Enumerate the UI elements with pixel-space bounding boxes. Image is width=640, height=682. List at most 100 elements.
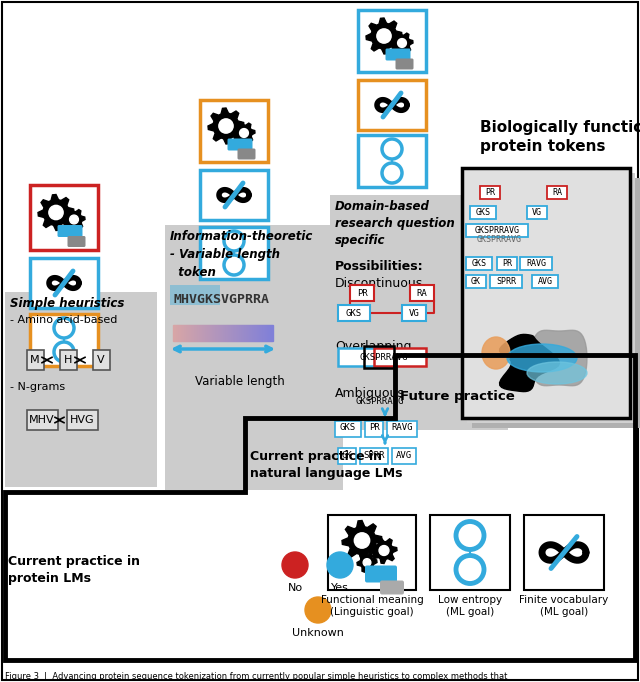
Bar <box>260 325 261 341</box>
Bar <box>254 325 255 341</box>
FancyBboxPatch shape <box>67 236 86 247</box>
Bar <box>199 325 200 341</box>
Text: Yes: Yes <box>331 583 349 593</box>
FancyBboxPatch shape <box>365 421 383 437</box>
Bar <box>194 325 195 341</box>
Bar <box>214 325 215 341</box>
Bar <box>267 325 268 341</box>
Bar <box>180 325 181 341</box>
FancyBboxPatch shape <box>467 173 635 423</box>
Circle shape <box>355 533 370 548</box>
Bar <box>195 325 196 341</box>
FancyBboxPatch shape <box>26 410 58 430</box>
FancyBboxPatch shape <box>385 48 410 61</box>
Text: HVG: HVG <box>70 415 94 425</box>
Text: GKS: GKS <box>476 208 490 217</box>
FancyBboxPatch shape <box>360 448 388 464</box>
FancyBboxPatch shape <box>338 448 356 464</box>
FancyBboxPatch shape <box>466 275 486 288</box>
Text: AVG: AVG <box>538 277 552 286</box>
FancyBboxPatch shape <box>472 178 640 428</box>
Bar <box>239 325 240 341</box>
FancyBboxPatch shape <box>480 186 500 199</box>
Bar <box>183 325 184 341</box>
Bar <box>251 325 252 341</box>
Text: PR: PR <box>485 188 495 197</box>
Bar <box>265 325 266 341</box>
Bar <box>229 325 230 341</box>
FancyBboxPatch shape <box>358 135 426 187</box>
Text: - Amino acid-based: - Amino acid-based <box>10 315 117 325</box>
FancyBboxPatch shape <box>466 257 492 270</box>
Bar <box>243 325 244 341</box>
Circle shape <box>377 29 391 43</box>
Polygon shape <box>342 520 382 561</box>
Text: GKSPRRAVG: GKSPRRAVG <box>360 353 408 361</box>
Bar <box>201 325 202 341</box>
Bar <box>237 325 238 341</box>
Bar <box>242 325 243 341</box>
Bar <box>255 325 256 341</box>
FancyBboxPatch shape <box>5 292 157 487</box>
Text: GK: GK <box>342 451 353 460</box>
Polygon shape <box>531 330 587 386</box>
FancyBboxPatch shape <box>237 149 255 160</box>
Bar <box>232 325 233 341</box>
Bar <box>213 325 214 341</box>
Bar <box>264 325 265 341</box>
FancyBboxPatch shape <box>358 10 426 72</box>
Bar <box>208 325 209 341</box>
FancyBboxPatch shape <box>402 305 426 321</box>
FancyBboxPatch shape <box>30 314 98 366</box>
Text: GKSPRRAVG: GKSPRRAVG <box>474 226 520 235</box>
FancyBboxPatch shape <box>387 421 417 437</box>
FancyBboxPatch shape <box>200 227 268 279</box>
Text: Future practice: Future practice <box>400 390 515 403</box>
Bar <box>190 325 191 341</box>
FancyBboxPatch shape <box>338 305 370 321</box>
Bar <box>185 325 186 341</box>
Ellipse shape <box>527 362 587 384</box>
Bar <box>258 325 259 341</box>
Text: Low entropy
(ML goal): Low entropy (ML goal) <box>438 595 502 617</box>
Text: GKS: GKS <box>346 308 362 318</box>
Bar <box>187 325 188 341</box>
Text: No: No <box>287 583 303 593</box>
Bar <box>215 325 216 341</box>
Polygon shape <box>366 18 402 54</box>
Bar <box>204 325 205 341</box>
Bar <box>186 325 187 341</box>
Text: GKSPRRAVG: GKSPRRAVG <box>355 398 403 406</box>
Bar <box>203 325 204 341</box>
Text: Biologically functional
protein tokens: Biologically functional protein tokens <box>480 120 640 153</box>
FancyBboxPatch shape <box>466 224 528 237</box>
Polygon shape <box>357 553 377 572</box>
Bar <box>205 325 206 341</box>
Circle shape <box>397 39 406 48</box>
Text: Overlapping: Overlapping <box>335 340 412 353</box>
Text: Finite vocabulary
(ML goal): Finite vocabulary (ML goal) <box>520 595 609 617</box>
Bar <box>211 325 212 341</box>
Bar <box>193 325 194 341</box>
Text: SPRR: SPRR <box>364 451 385 460</box>
FancyBboxPatch shape <box>524 515 604 590</box>
Bar <box>174 325 175 341</box>
Text: Figure 3  |  Advancing protein sequence tokenization from currently popular simp: Figure 3 | Advancing protein sequence to… <box>5 672 508 681</box>
FancyBboxPatch shape <box>93 350 109 370</box>
Bar <box>184 325 185 341</box>
Circle shape <box>379 546 389 555</box>
Text: RA: RA <box>552 188 562 197</box>
Bar <box>261 325 262 341</box>
Bar <box>221 325 222 341</box>
Bar <box>188 325 189 341</box>
Bar <box>262 325 263 341</box>
FancyBboxPatch shape <box>165 225 343 490</box>
Polygon shape <box>63 209 85 231</box>
FancyBboxPatch shape <box>374 348 426 366</box>
FancyBboxPatch shape <box>470 206 496 219</box>
Bar <box>257 325 258 341</box>
FancyBboxPatch shape <box>547 186 567 199</box>
Text: V: V <box>97 355 105 365</box>
Bar <box>202 325 203 341</box>
FancyBboxPatch shape <box>67 410 97 430</box>
